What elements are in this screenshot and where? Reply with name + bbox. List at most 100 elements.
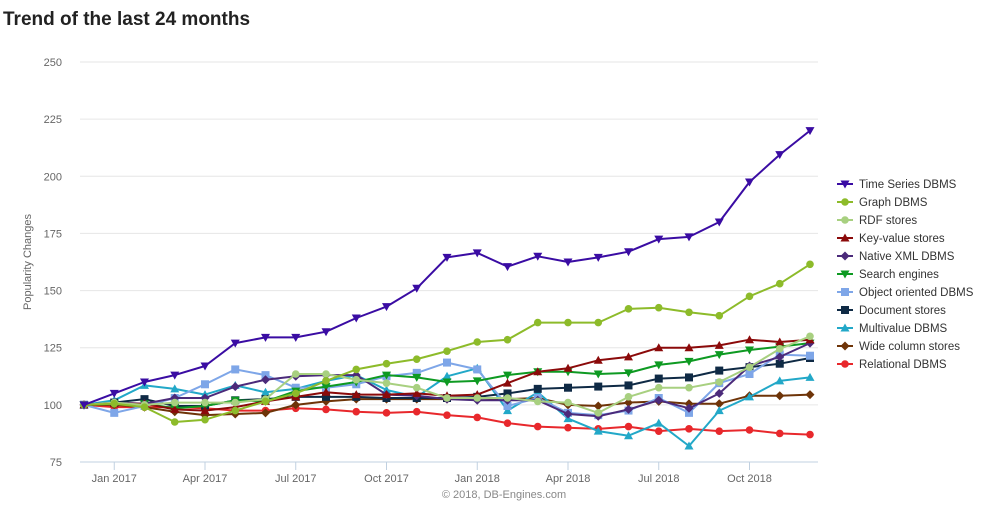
legend-item[interactable]: Multivalue DBMS xyxy=(837,323,948,335)
data-point xyxy=(533,367,543,376)
data-point xyxy=(533,422,542,431)
data-point xyxy=(201,415,209,424)
credits: © 2018, DB-Engines.com xyxy=(442,489,566,501)
data-point xyxy=(593,426,603,435)
data-point xyxy=(714,406,724,415)
data-point xyxy=(593,253,603,262)
data-point xyxy=(533,252,543,261)
data-point xyxy=(382,379,391,387)
data-point xyxy=(442,378,452,387)
data-point xyxy=(321,383,331,392)
data-point xyxy=(170,398,179,407)
data-point xyxy=(594,409,603,417)
data-point xyxy=(654,427,663,435)
data-point xyxy=(109,389,119,398)
data-point xyxy=(503,389,512,398)
data-point xyxy=(745,178,754,187)
data-point xyxy=(624,422,633,431)
data-point xyxy=(715,311,724,320)
data-point xyxy=(110,399,119,408)
legend-item[interactable]: Object oriented DBMS xyxy=(837,287,974,299)
data-point xyxy=(624,248,633,257)
data-point xyxy=(775,359,784,368)
data-point xyxy=(170,418,179,426)
y-tick-label: 100 xyxy=(44,400,62,412)
data-point xyxy=(654,361,664,370)
legend-item[interactable]: Graph DBMS xyxy=(837,197,928,209)
data-point xyxy=(473,365,482,374)
y-tick-label: 250 xyxy=(44,57,62,69)
data-point xyxy=(684,399,694,409)
axes: 75 100 125 150 175 200 225 250 Jan 2017 Apr 2017 J… xyxy=(44,57,818,485)
data-point xyxy=(654,374,663,383)
legend-marker xyxy=(840,180,850,189)
data-point xyxy=(745,370,754,378)
data-point xyxy=(291,400,301,410)
data-point xyxy=(684,403,694,413)
data-point xyxy=(382,390,391,399)
series-time-series-dbms xyxy=(79,127,815,410)
legend-marker xyxy=(841,216,849,224)
legend-item[interactable]: RDF stores xyxy=(837,215,917,227)
data-point xyxy=(805,127,815,136)
legend-marker xyxy=(840,251,850,261)
data-point xyxy=(594,382,603,391)
data-point xyxy=(261,387,270,396)
data-point xyxy=(714,351,724,360)
series-graph-dbms xyxy=(80,260,814,426)
data-point xyxy=(200,406,210,415)
legend-marker xyxy=(840,270,850,279)
data-point xyxy=(624,381,633,390)
data-point xyxy=(775,376,785,385)
data-point xyxy=(412,388,422,397)
data-point xyxy=(261,408,270,418)
data-point xyxy=(291,333,301,342)
data-point xyxy=(775,352,785,362)
data-point xyxy=(806,260,814,269)
data-point xyxy=(261,371,270,380)
x-tick-label: Jan 2017 xyxy=(92,473,137,485)
data-point xyxy=(593,355,603,364)
y-tick-label: 225 xyxy=(44,114,62,126)
data-point xyxy=(473,338,482,346)
legend-item[interactable]: Relational DBMS xyxy=(837,359,947,371)
legend-item[interactable]: Native XML DBMS xyxy=(837,251,955,263)
data-point xyxy=(382,371,391,380)
legend-label: Time Series DBMS xyxy=(859,179,957,191)
data-point xyxy=(382,385,391,394)
data-point xyxy=(200,362,210,371)
data-point xyxy=(322,405,330,414)
data-point xyxy=(685,383,693,392)
legend-label: Key-value stores xyxy=(859,233,945,245)
data-point xyxy=(443,358,451,367)
data-point xyxy=(654,235,664,244)
data-point xyxy=(714,399,724,409)
y-tick-label: 200 xyxy=(44,171,62,183)
data-point xyxy=(473,394,482,402)
data-point xyxy=(140,395,149,404)
legend-label: Wide column stores xyxy=(859,341,960,353)
legend-item[interactable]: Time Series DBMS xyxy=(837,179,957,191)
legend-item[interactable]: Wide column stores xyxy=(837,341,960,353)
data-point xyxy=(322,370,330,378)
legend-item[interactable]: Search engines xyxy=(837,269,939,281)
data-point xyxy=(322,392,330,401)
legend-item[interactable]: Document stores xyxy=(837,305,946,317)
data-point xyxy=(624,352,633,361)
data-point xyxy=(352,407,361,416)
data-point xyxy=(533,384,542,393)
data-point xyxy=(503,378,512,387)
legend-item[interactable]: Key-value stores xyxy=(837,233,945,245)
legend-label: Document stores xyxy=(859,305,946,317)
data-point xyxy=(685,373,693,382)
y-tick-label: 150 xyxy=(44,286,62,298)
legend-marker xyxy=(841,198,849,206)
data-point xyxy=(533,318,542,327)
data-point xyxy=(624,369,633,378)
data-point xyxy=(775,337,785,346)
data-point xyxy=(382,409,391,417)
data-point xyxy=(564,383,572,392)
data-point xyxy=(654,343,664,352)
x-tick-label: Jul 2018 xyxy=(638,473,680,485)
data-point xyxy=(230,382,240,392)
